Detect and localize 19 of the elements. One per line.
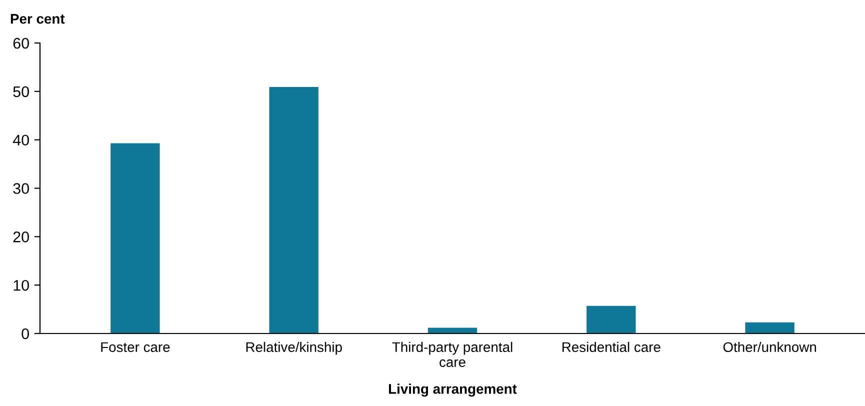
y-axis-title: Per cent (10, 14, 65, 24)
x-tick-label: Other/unknown (723, 342, 816, 352)
bar (586, 306, 636, 334)
x-tick-label: Foster care (101, 342, 170, 352)
x-axis-title: Living arrangement (388, 384, 517, 397)
y-tick-label: 60 (13, 38, 29, 49)
y-tick-label: 50 (13, 86, 29, 98)
x-tick-label: Relative/kinship (246, 342, 342, 355)
y-tick-label: 40 (12, 134, 29, 146)
y-tick-label: 20 (13, 232, 29, 242)
y-tick-label: 30 (13, 183, 29, 194)
y-tick-label: 0 (22, 328, 29, 340)
bar (428, 328, 478, 334)
bar (110, 143, 160, 334)
x-tick-label: Residential care (562, 342, 660, 352)
bar (269, 87, 318, 334)
bar (745, 322, 794, 334)
y-tick-label: 10 (14, 280, 29, 291)
x-tick-label: Third-party parental care (392, 342, 512, 367)
